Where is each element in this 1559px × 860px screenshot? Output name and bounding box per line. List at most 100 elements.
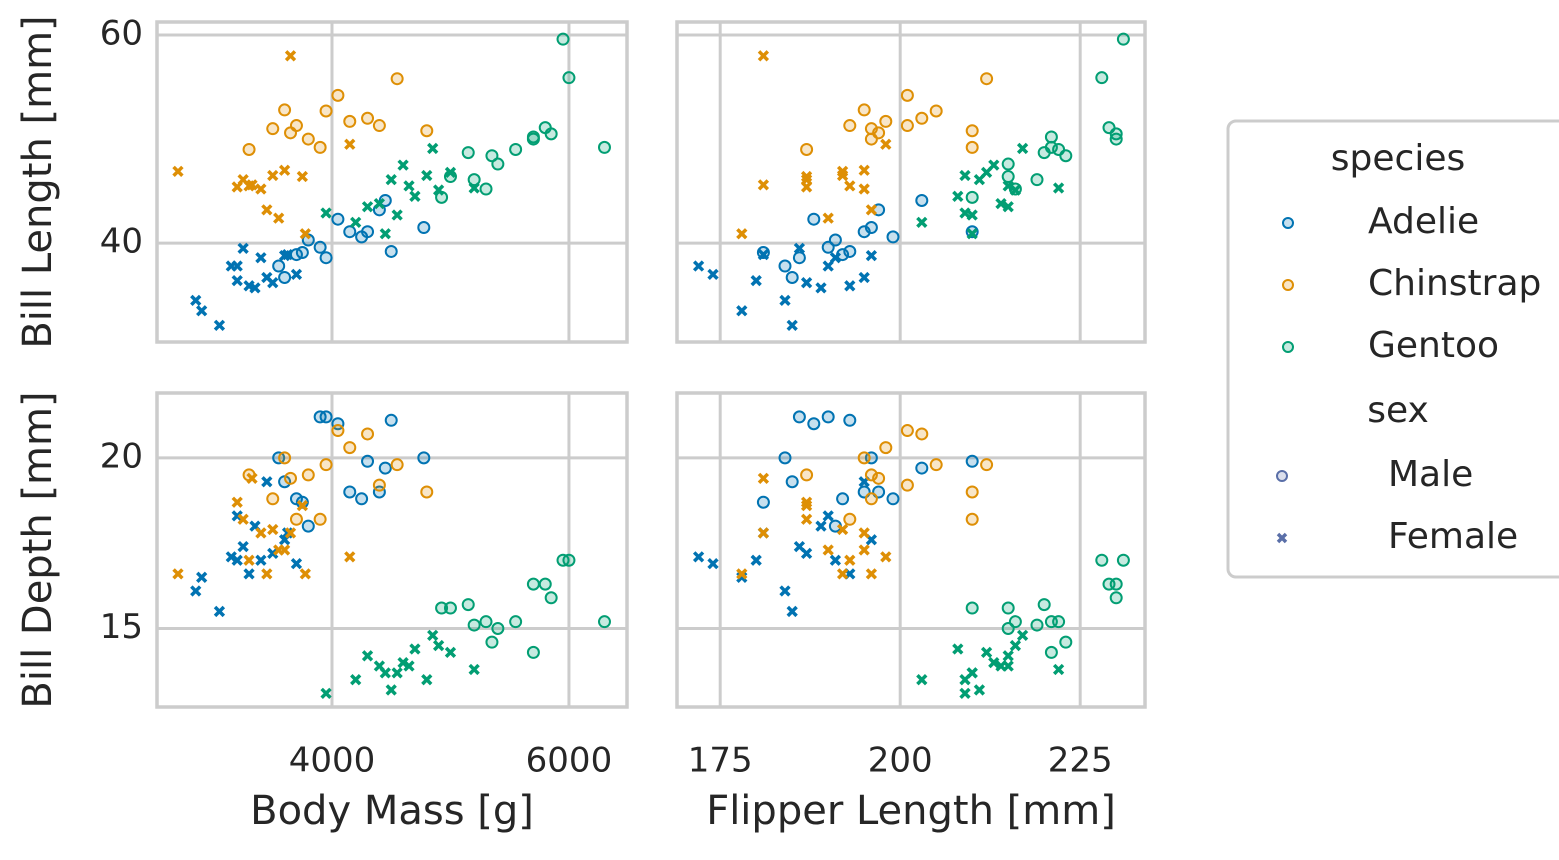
point (289, 512, 303, 526)
panel-border (675, 391, 1147, 709)
point (343, 485, 357, 499)
point (800, 547, 813, 560)
x-axis-label: Body Mass [g] (250, 788, 534, 834)
point (916, 216, 928, 228)
point (479, 182, 493, 196)
point (800, 277, 813, 289)
y-axis-label: Bill Length [mm] (15, 15, 61, 348)
point (886, 230, 900, 244)
point (344, 551, 356, 563)
point (281, 527, 294, 539)
point (190, 294, 202, 307)
point (965, 190, 979, 204)
point (361, 650, 374, 662)
point (544, 591, 558, 605)
point (390, 458, 404, 472)
point (785, 475, 799, 489)
point (864, 492, 878, 506)
point (427, 142, 439, 155)
point (273, 212, 285, 224)
point (417, 221, 431, 235)
point (361, 427, 375, 441)
point (757, 50, 770, 62)
point (736, 305, 748, 317)
point (1016, 629, 1029, 641)
point (421, 674, 433, 686)
y-axis-label: Bill Depth [mm] (15, 391, 61, 708)
point (526, 577, 540, 591)
point (172, 568, 184, 580)
point (343, 114, 357, 128)
point (858, 183, 870, 195)
point (378, 461, 392, 475)
x-tick-label: 6000 (526, 741, 613, 781)
point (372, 119, 386, 133)
point (807, 417, 821, 431)
point (420, 485, 434, 499)
point (278, 270, 292, 284)
y-tick-label: 40 (100, 222, 143, 262)
point (538, 121, 552, 135)
point (965, 140, 979, 154)
point (959, 687, 971, 699)
point (509, 615, 523, 629)
point (844, 554, 856, 566)
point (278, 164, 291, 176)
point (485, 149, 499, 163)
point (237, 242, 249, 254)
point (290, 558, 303, 570)
point (319, 458, 333, 472)
point (980, 72, 994, 86)
point (980, 458, 994, 472)
point (320, 207, 332, 219)
legend-label: Male (1388, 454, 1473, 495)
point (779, 585, 791, 597)
point (485, 635, 499, 649)
point (435, 601, 449, 615)
point (556, 32, 570, 46)
point (959, 674, 971, 686)
point (800, 499, 813, 512)
x-axis-label: Flipper Length [mm] (706, 788, 1116, 834)
point (692, 260, 705, 272)
point (261, 476, 273, 488)
point (361, 454, 375, 468)
point (822, 510, 834, 522)
point (409, 190, 421, 202)
point (384, 413, 398, 427)
point (707, 558, 719, 570)
point (427, 629, 439, 641)
panel-border (155, 391, 629, 709)
point (331, 212, 345, 226)
point (1052, 663, 1065, 676)
point (225, 551, 237, 563)
point (879, 114, 893, 128)
point (313, 140, 327, 154)
point (1052, 182, 1065, 194)
point (509, 142, 523, 156)
point (1002, 660, 1014, 672)
point (301, 519, 315, 533)
point (915, 111, 929, 125)
point (843, 244, 857, 258)
point (278, 103, 292, 117)
point (1044, 645, 1058, 659)
point (858, 527, 870, 539)
point (1001, 157, 1015, 171)
point (313, 512, 327, 526)
point (562, 71, 576, 85)
point (461, 146, 475, 160)
point (272, 259, 286, 273)
point (800, 174, 813, 186)
point (952, 643, 964, 655)
point (1009, 184, 1022, 196)
point (301, 468, 315, 482)
point (707, 268, 719, 280)
point (865, 249, 878, 262)
point (757, 527, 770, 539)
point (267, 547, 279, 560)
point (1030, 618, 1044, 632)
point (959, 169, 971, 182)
point (778, 451, 792, 465)
point (1059, 149, 1073, 163)
